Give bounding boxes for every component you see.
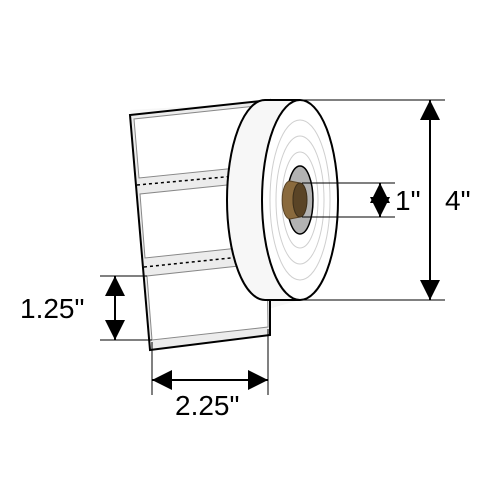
core-diameter-label: 1" [395, 185, 421, 216]
roll-diameter-label: 4" [445, 185, 471, 216]
dimension-label-height: 1.25" [20, 276, 152, 340]
roll-body [130, 100, 338, 350]
label-roll-diagram: 4" 1" 1.25" 2.25" [0, 0, 500, 500]
label-width-label: 2.25" [175, 390, 239, 421]
label-height-label: 1.25" [20, 293, 84, 324]
core-hole [293, 183, 307, 217]
